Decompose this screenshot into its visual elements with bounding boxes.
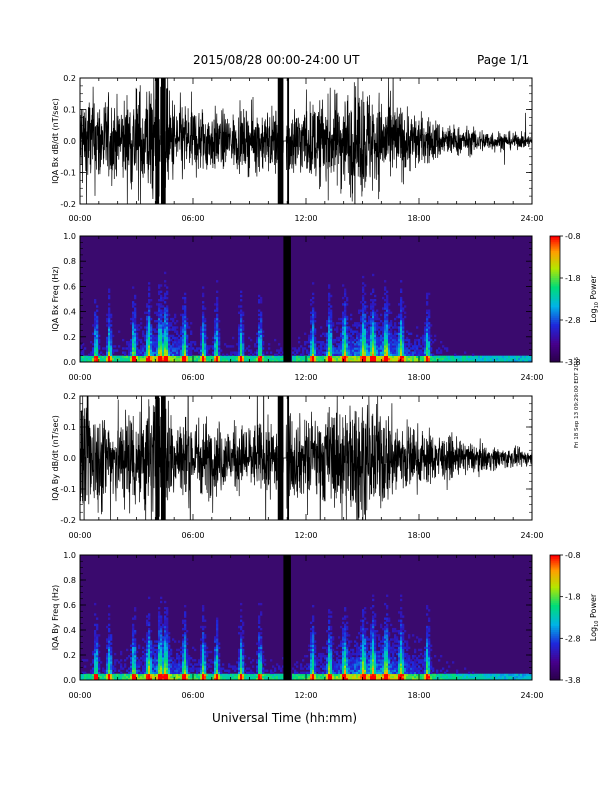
panel-2-xtick-label: 24:00 [520, 373, 543, 382]
page-number: Page 1/1 [477, 53, 530, 67]
panel-2-ytick-label: 0.0 [63, 358, 76, 367]
panel-3-saturated-band [277, 396, 284, 520]
panel-2-xtick-label: 00:00 [68, 373, 91, 382]
panel-2-spectrogram [80, 236, 533, 363]
panel-4-xtick-label: 12:00 [294, 691, 317, 700]
panel-2-axes: 00:00 06:00 12:00 18:00 24:00 0.0 0.2 0.4 0.6 0.8… [51, 232, 544, 382]
panel-1-xtick-label: 06:00 [181, 214, 204, 223]
panel-4-ytick-label: 0.8 [63, 576, 76, 585]
x-axis-label: Universal Time (hh:mm) [212, 711, 358, 725]
panel-3-ytick-label: 0.2 [63, 392, 76, 401]
panel-1-ytick-label: -0.2 [60, 200, 76, 209]
panel-1-ytick-label: -0.1 [60, 169, 76, 178]
panel-4-ytick-label: 0.0 [63, 676, 76, 685]
panel-2-ytick-label: 0.8 [63, 257, 76, 266]
panel-4-colorbar: -0.8 -1.8 -2.8 -3.8 Log10 Power [549, 551, 600, 685]
panel-4-xtick-label: 24:00 [520, 691, 543, 700]
panel-3-saturated-band [155, 396, 160, 520]
panel-2-data-gap [283, 236, 291, 362]
panel-4-xtick-label: 18:00 [407, 691, 430, 700]
panel-3-xtick-label: 18:00 [407, 531, 430, 540]
panel-3-ytick-label: -0.1 [60, 485, 76, 494]
panel-4-axes: 00:00 06:00 12:00 18:00 24:00 0.0 0.2 0.4 0.6 0.8… [51, 551, 544, 700]
panel-3-axes: 00:00 06:00 12:00 18:00 24:00 -0.2 -0.1 0.0 0.1 0… [51, 392, 544, 540]
panel-1-xtick-label: 24:00 [520, 214, 543, 223]
colorbar-tick-label: -2.8 [565, 316, 581, 325]
panel-1-saturated-band [155, 78, 160, 204]
panel-3-xtick-label: 24:00 [520, 531, 543, 540]
panel-4-ytick-label: 0.4 [63, 626, 76, 635]
panel-1-xtick-label: 18:00 [407, 214, 430, 223]
colorbar-tick-label: -1.8 [565, 593, 581, 602]
panel-1-axes: 00:00 06:00 12:00 18:00 24:00 -0.2 -0.1 0.0 0.1 0… [51, 74, 544, 223]
panel-2-colorbar: -0.8 -1.8 -2.8 -3.8 Log10 Power [549, 232, 600, 367]
page-title: 2015/08/28 00:00-24:00 UT [193, 53, 360, 67]
panel-4-ylabel: IQA By Freq (Hz) [51, 585, 60, 651]
panel-3-ylabel: IQA By dB/dt (nT/sec) [51, 415, 60, 501]
panel-1-ylabel: IQA Bx dB/dt (nT/sec) [51, 98, 60, 184]
colorbar-tick-label: -0.8 [565, 551, 581, 560]
panel-3-ytick-label: 0.0 [63, 454, 76, 463]
panel-4-xtick-label: 00:00 [68, 691, 91, 700]
panel-3-xtick-label: 00:00 [68, 531, 91, 540]
panel-1-xtick-label: 00:00 [68, 214, 91, 223]
panel-2-xtick-label: 18:00 [407, 373, 430, 382]
panel-4-spectrogram [80, 555, 533, 681]
panel-2-ytick-label: 0.6 [63, 282, 76, 291]
panel-2-ylabel: IQA Bx Freq (Hz) [51, 266, 60, 332]
colorbar-tick-label: -1.8 [565, 274, 581, 283]
colorbar-tick-label: -3.8 [565, 676, 581, 685]
panel-2-xtick-label: 06:00 [181, 373, 204, 382]
panel-1-saturated-band [277, 78, 284, 204]
panel-1-ytick-label: 0.2 [63, 74, 76, 83]
colorbar-label: Log10 Power [589, 275, 600, 323]
panel-1-saturated-band [287, 78, 290, 204]
colorbar-tick-label: -2.8 [565, 634, 581, 643]
panel-4-ytick-label: 0.2 [63, 651, 76, 660]
panel-1-ytick-label: 0.1 [63, 106, 76, 115]
panel-1-saturated-band [160, 78, 166, 204]
panel-4-ytick-label: 1.0 [63, 551, 76, 560]
panel-1-ytick-label: 0.0 [63, 137, 76, 146]
panel-2-xtick-label: 12:00 [294, 373, 317, 382]
panel-2-ytick-label: 0.4 [63, 308, 76, 317]
panel-4-data-gap [283, 555, 291, 680]
panel-2-ytick-label: 1.0 [63, 232, 76, 241]
panel-3-ytick-label: 0.1 [63, 423, 76, 432]
panel-3-xtick-label: 06:00 [181, 531, 204, 540]
panel-2-ytick-label: 0.2 [63, 333, 76, 342]
panel-3-xtick-label: 12:00 [294, 531, 317, 540]
side-stamp: Fri 18 Sep 13 09:29:00 EDT 2015 [574, 356, 580, 448]
panel-3-saturated-band [287, 396, 290, 520]
colorbar-tick-label: -3.8 [565, 358, 581, 367]
colorbar-label: Log10 Power [589, 593, 600, 641]
panel-4-xtick-label: 06:00 [181, 691, 204, 700]
panel-3-saturated-band [160, 396, 166, 520]
panel-1-xtick-label: 12:00 [294, 214, 317, 223]
colorbar-tick-label: -0.8 [565, 232, 581, 241]
panel-4-ytick-label: 0.6 [63, 601, 76, 610]
panel-3-ytick-label: -0.2 [60, 516, 76, 525]
